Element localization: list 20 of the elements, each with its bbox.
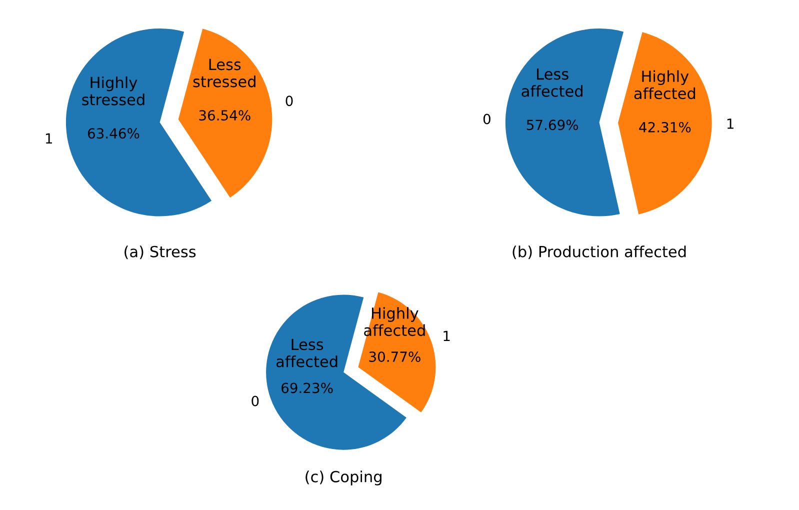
data-label: 30.77% <box>369 351 420 362</box>
data-label: 63.46% <box>88 128 140 139</box>
data-label: 42.31% <box>639 122 691 132</box>
text: (a) Stress <box>124 246 196 260</box>
text: Highly affected <box>634 70 696 100</box>
slice-label: 0 <box>483 114 490 124</box>
data-label: 69.23% <box>282 382 333 394</box>
slice-label: 0 <box>286 96 293 106</box>
slice-label: 0 <box>252 396 259 406</box>
data-label: 57.69% <box>526 120 578 130</box>
text: (b) Production affected <box>512 246 686 260</box>
text: Less affected <box>522 68 582 97</box>
slice-label: 1 <box>444 330 450 342</box>
text: Less affected <box>276 338 338 368</box>
text: (c) Coping <box>306 470 382 486</box>
data-label: 36.54% <box>199 110 250 121</box>
text: Less stressed <box>193 58 256 88</box>
slice-label: 1 <box>727 118 734 129</box>
slice-label: 1 <box>46 133 52 144</box>
text: Highly stressed <box>82 76 144 106</box>
